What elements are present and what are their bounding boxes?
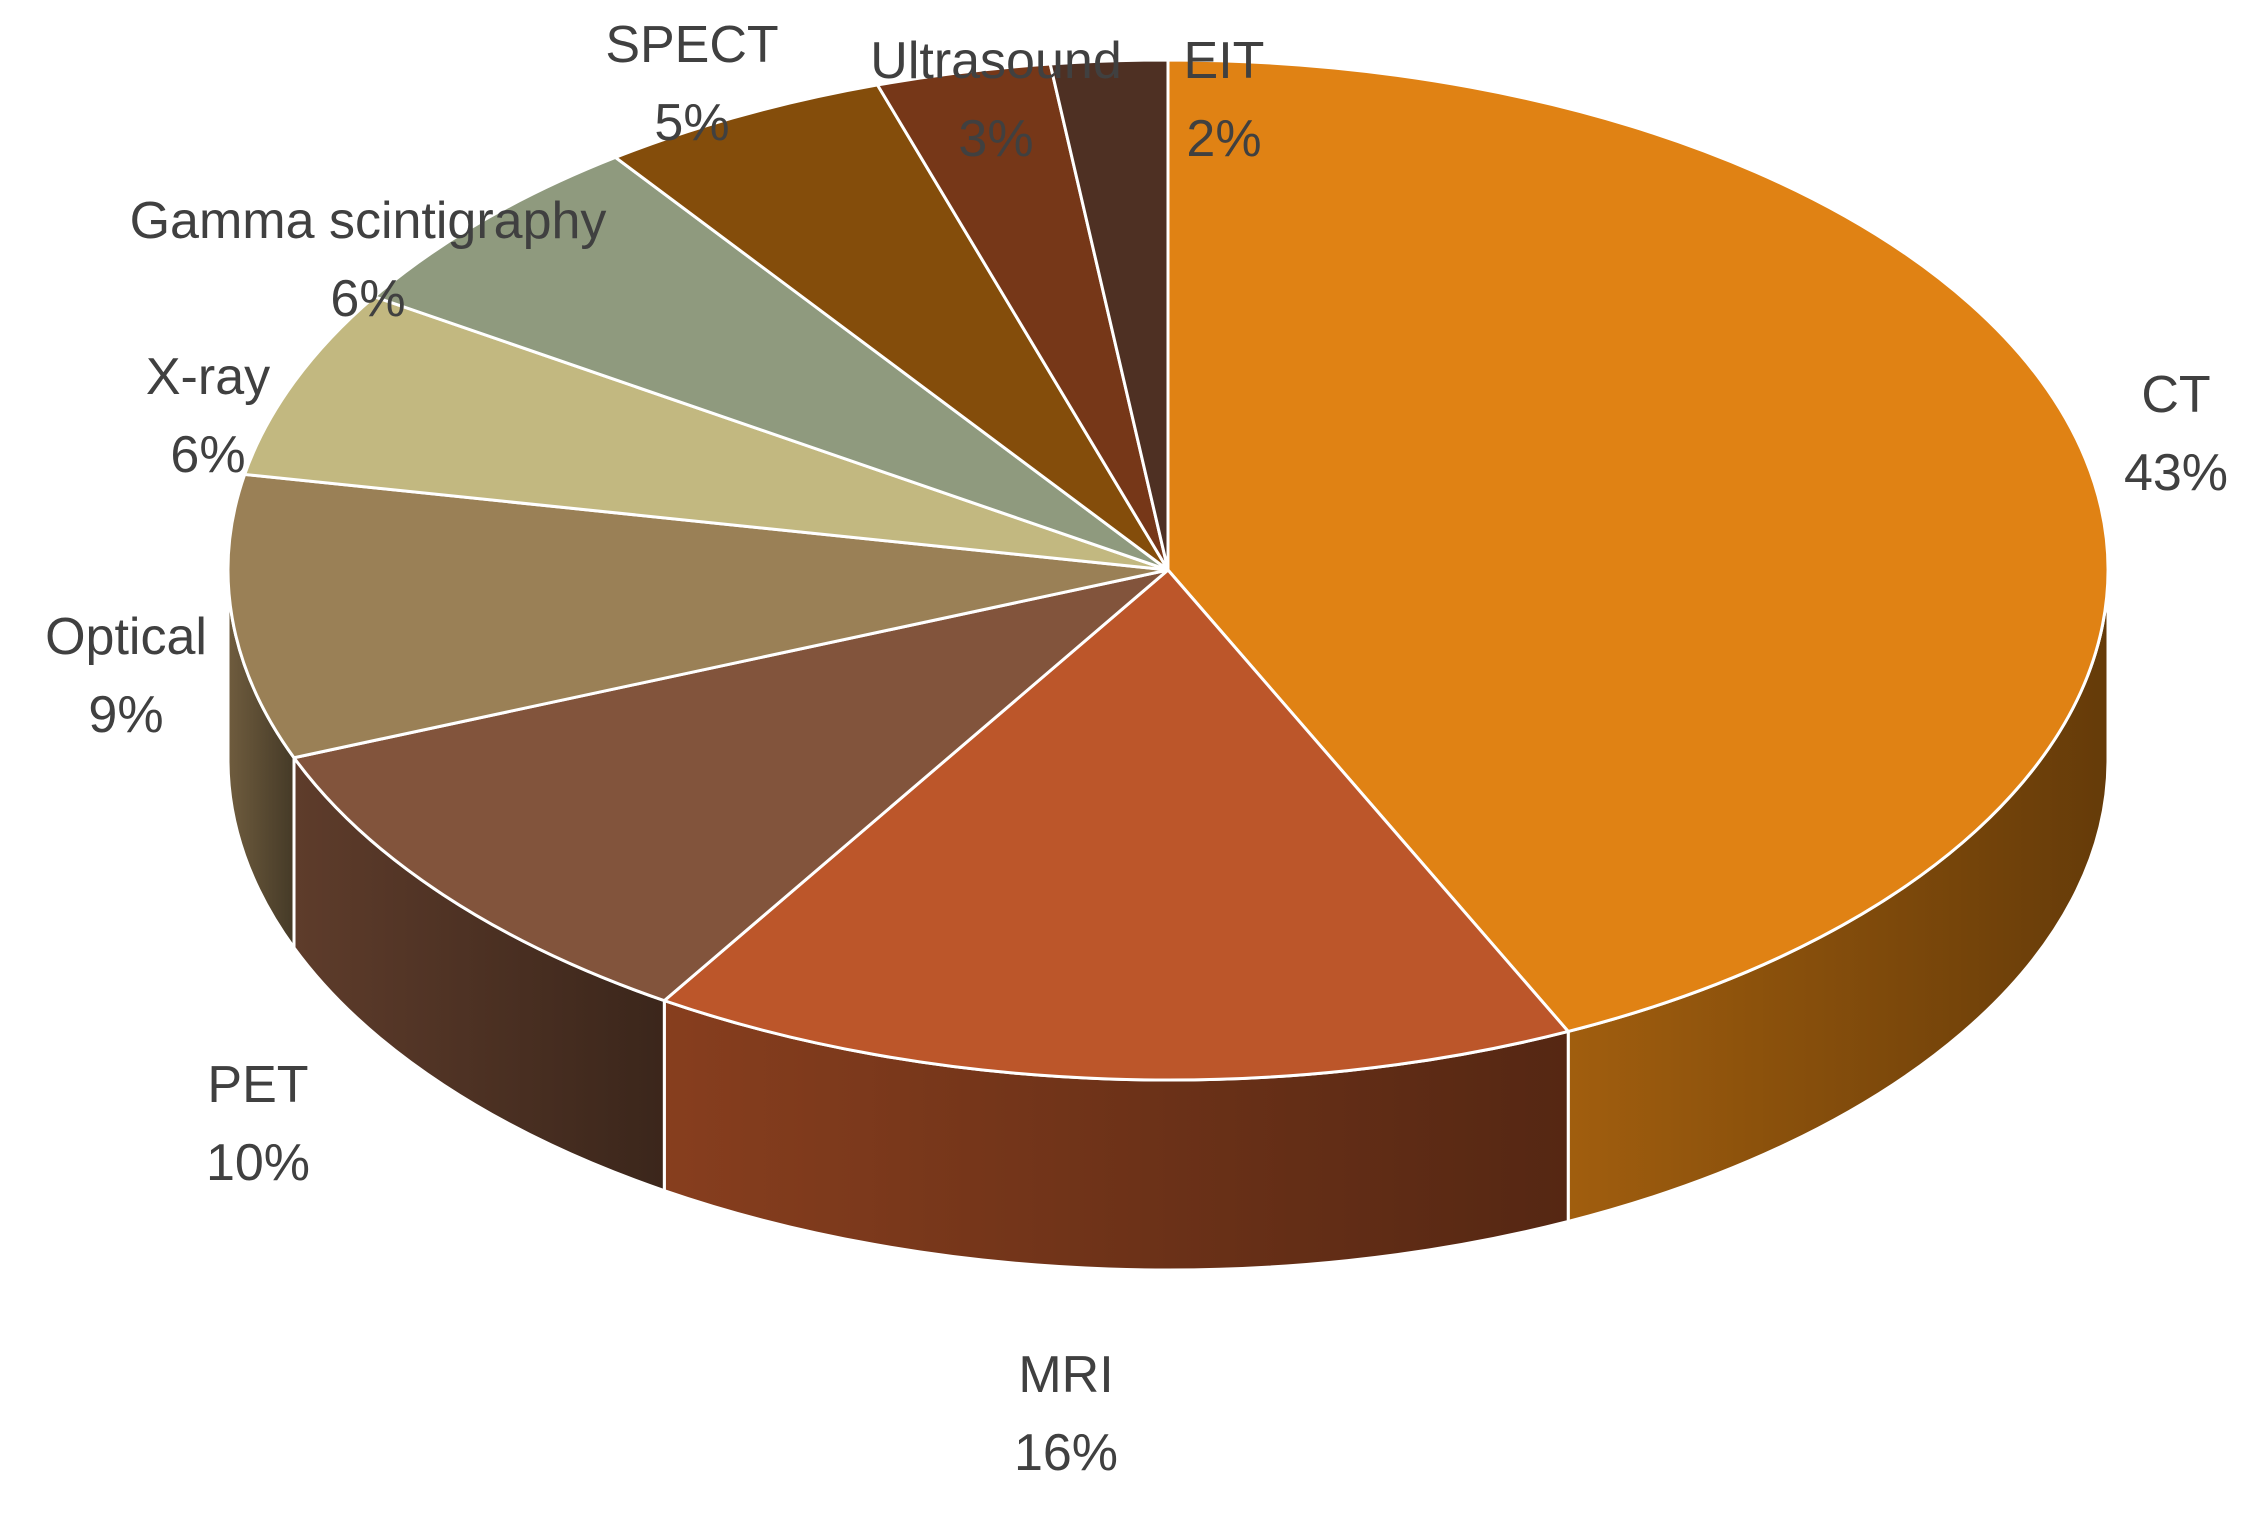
data-label-value: 43% bbox=[2124, 444, 2228, 502]
pie-slice-mri bbox=[662, 568, 1570, 1082]
pie-slice-spect bbox=[613, 83, 1170, 572]
data-label-name: PET bbox=[207, 1056, 308, 1114]
pie-slice-gamma-scintigraphy bbox=[372, 155, 1170, 572]
pie-top-faces bbox=[226, 58, 2110, 1082]
data-label-value: 10% bbox=[206, 1134, 310, 1192]
data-label-name: SPECT bbox=[605, 16, 778, 74]
data-label-ct: CT 43% bbox=[2124, 366, 2228, 502]
data-label-name: MRI bbox=[1018, 1346, 1113, 1404]
pie-slice-x-ray bbox=[243, 295, 1170, 572]
pie-slice-eit bbox=[1048, 58, 1170, 572]
pie-side-walls bbox=[226, 568, 2110, 1272]
data-label-name: EIT bbox=[1184, 32, 1265, 90]
data-label-gamma-scintigraphy: Gamma scintigraphy 6% bbox=[130, 192, 607, 328]
data-label-value: 6% bbox=[330, 270, 405, 328]
data-label-value: 5% bbox=[654, 94, 729, 152]
data-label-mri: MRI 16% bbox=[1014, 1346, 1118, 1482]
data-label-value: 2% bbox=[1186, 110, 1261, 168]
data-label-eit: EIT 2% bbox=[1184, 32, 1265, 168]
data-labels: CT 43%MRI 16%PET 10%Optical 9%X-ray 6%Gamma s… bbox=[45, 16, 2228, 1482]
data-label-value: 16% bbox=[1014, 1424, 1118, 1482]
data-label-name: Ultrasound bbox=[870, 32, 1121, 90]
pie-slice-optical bbox=[226, 472, 1170, 760]
data-label-spect: SPECT 5% bbox=[605, 16, 778, 152]
pie-slice-pet bbox=[292, 568, 1170, 1003]
data-label-value: 3% bbox=[958, 110, 1033, 168]
data-label-name: Gamma scintigraphy bbox=[130, 192, 607, 250]
data-label-name: Optical bbox=[45, 608, 207, 666]
data-label-optical: Optical 9% bbox=[45, 608, 207, 744]
data-label-pet: PET 10% bbox=[206, 1056, 310, 1192]
data-label-ultrasound: Ultrasound 3% bbox=[870, 32, 1121, 168]
data-label-x-ray: X-ray 6% bbox=[146, 348, 270, 484]
pie-slice-ct bbox=[1166, 58, 2110, 1033]
data-label-name: X-ray bbox=[146, 348, 270, 406]
data-label-name: CT bbox=[2141, 366, 2210, 424]
data-label-value: 6% bbox=[170, 426, 245, 484]
data-label-value: 9% bbox=[88, 686, 163, 744]
